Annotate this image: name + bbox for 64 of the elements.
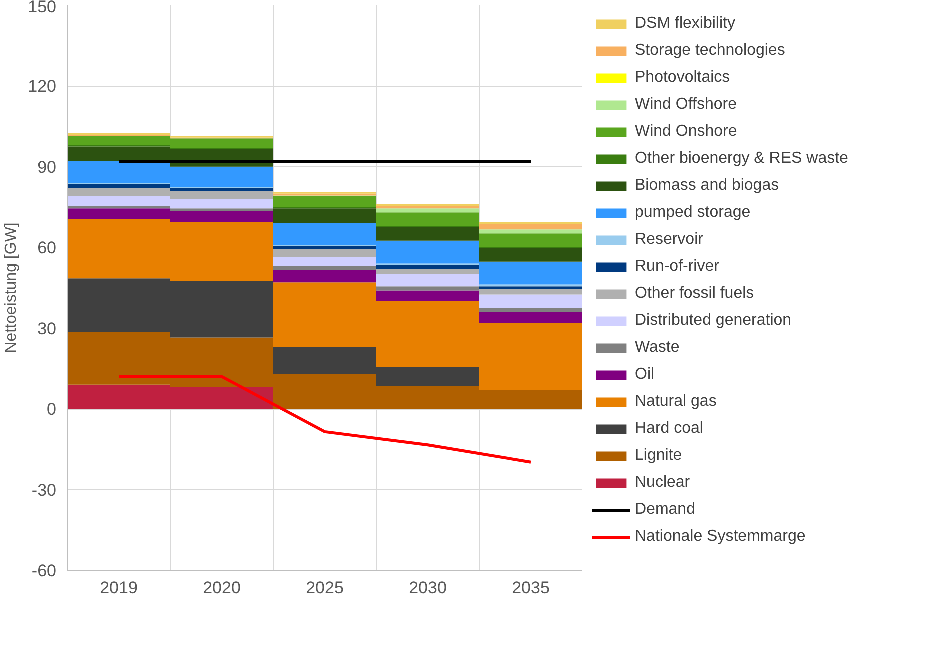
y-tick-label: 0: [47, 400, 57, 420]
bar: [170, 208, 274, 212]
legend-label: Photovoltaics: [635, 69, 730, 87]
bar: [376, 269, 480, 275]
legend-label: Other fossil fuels: [635, 285, 754, 303]
bar: [376, 206, 480, 209]
bar: [376, 274, 480, 287]
bar: [480, 286, 582, 290]
legend-label: Waste: [635, 339, 680, 357]
line-series: [118, 375, 532, 464]
bar: [376, 212, 480, 226]
legend-label: DSM flexibility: [635, 15, 736, 33]
legend-label: Lignite: [635, 447, 682, 465]
legend-label: Other bioenergy & RES waste: [635, 150, 848, 168]
bar: [376, 227, 480, 241]
legend-label: Biomass and biogas: [635, 177, 780, 195]
bar: [480, 289, 582, 295]
bar: [480, 248, 582, 262]
bar: [68, 206, 170, 209]
legend-label: Hard coal: [635, 420, 704, 438]
bar: [480, 234, 582, 248]
bar: [274, 257, 376, 266]
y-tick-label: 30: [38, 319, 57, 338]
bar: [480, 312, 582, 323]
legend-label: Demand: [635, 501, 696, 519]
bar: [480, 230, 582, 234]
y-tick-label: -30: [32, 480, 57, 500]
bar: [274, 246, 376, 249]
legend-label: Wind Onshore: [635, 123, 738, 141]
legend-label: Run-of-river: [635, 258, 720, 276]
bar: [68, 184, 170, 188]
x-tick-label: 2030: [409, 578, 447, 598]
legend-label: Oil: [635, 366, 655, 384]
bar: [480, 224, 582, 230]
legend-label: Nuclear: [635, 474, 690, 492]
bar: [170, 188, 274, 192]
bar: [274, 248, 376, 258]
x-tick-label: 2035: [512, 578, 550, 598]
bar: [376, 286, 480, 291]
legend-label: Distributed generation: [635, 312, 792, 330]
y-tick-label: 150: [28, 0, 57, 16]
y-tick-label: -60: [32, 562, 57, 580]
x-tick-label: 2019: [100, 578, 138, 598]
bar: [480, 308, 582, 312]
bar: [376, 290, 480, 302]
y-tick-label: 120: [28, 77, 57, 96]
legend-label: pumped storage: [635, 204, 751, 222]
y-tick-label: 90: [38, 158, 57, 177]
legend-label: Storage technologies: [635, 42, 786, 60]
legend-label: Reservoir: [635, 231, 704, 249]
legend-label: Nationale Systemmarge: [635, 528, 806, 546]
bar: [274, 196, 376, 208]
bar: [480, 294, 582, 308]
bar: [274, 208, 376, 224]
x-tick-label: 2020: [203, 578, 241, 598]
legend-label: Natural gas: [635, 393, 717, 411]
legend-label: Wind Offshore: [635, 96, 737, 114]
bar: [376, 208, 480, 213]
bar: [274, 266, 376, 271]
x-tick-label: 2025: [306, 578, 344, 598]
bar: [376, 265, 480, 270]
y-tick-label: 60: [38, 238, 57, 258]
bar: [274, 270, 376, 283]
y-axis-title: Nettoeistung [GW]: [3, 222, 20, 354]
